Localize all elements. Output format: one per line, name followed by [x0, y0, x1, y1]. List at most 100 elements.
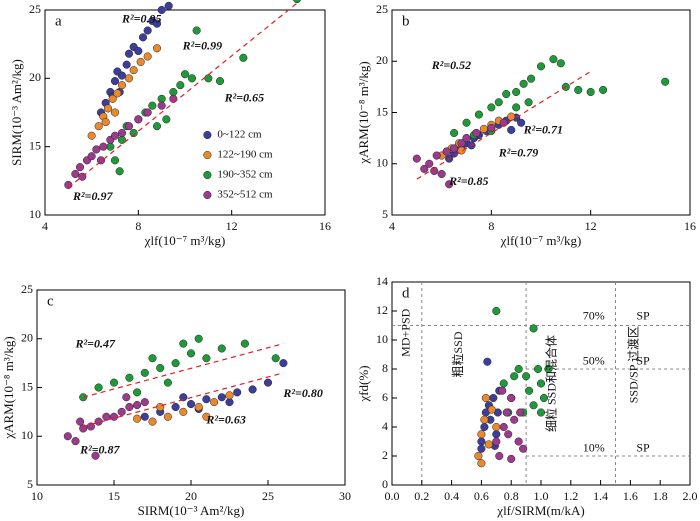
annotation: SP	[636, 309, 650, 323]
point	[445, 180, 454, 189]
point	[539, 393, 549, 403]
point	[477, 444, 486, 453]
point	[519, 79, 528, 88]
y-tick-label: 25	[21, 282, 33, 296]
point	[240, 339, 249, 348]
region-label: SSD/SP 过渡区	[626, 326, 641, 403]
point	[187, 74, 197, 83]
point	[163, 412, 172, 421]
x-tick-label: 1.8	[653, 489, 668, 503]
point	[86, 422, 95, 431]
panel-label: d	[402, 285, 410, 301]
x-tick-label: 16	[684, 219, 696, 233]
point	[76, 417, 85, 426]
point	[94, 122, 103, 131]
point	[477, 430, 486, 439]
point	[437, 169, 446, 179]
point	[525, 386, 534, 395]
point	[225, 398, 234, 407]
point	[125, 402, 134, 412]
point	[484, 440, 493, 449]
x-tick-label: 0.8	[504, 489, 519, 503]
point	[99, 142, 108, 151]
point	[519, 444, 528, 453]
x-tick-label: 4	[42, 219, 48, 233]
point	[157, 101, 166, 110]
point	[129, 66, 138, 75]
point	[536, 379, 546, 388]
point	[138, 33, 148, 42]
annotation: SP	[636, 354, 650, 368]
y-tick-label: 4	[382, 419, 388, 433]
point	[152, 19, 162, 28]
point	[179, 393, 188, 402]
point	[507, 454, 516, 463]
point	[536, 408, 546, 417]
point	[510, 415, 519, 424]
x-tick-label: 16	[319, 219, 331, 233]
annotation: R²=0.63	[205, 412, 245, 426]
x-tick-label: 20	[185, 489, 197, 503]
point	[586, 87, 595, 97]
point	[124, 122, 134, 131]
point	[474, 110, 483, 119]
point	[514, 437, 523, 446]
point	[524, 98, 533, 107]
x-tick-label: 1.2	[563, 489, 578, 503]
annotation: R²=0.99	[182, 39, 222, 53]
x-tick-label: 1.4	[593, 489, 608, 503]
point	[487, 103, 496, 112]
legend-label: 122~190 cm	[217, 149, 273, 161]
point	[176, 81, 185, 90]
plot-frame	[391, 9, 691, 216]
point	[152, 122, 162, 131]
point	[504, 430, 513, 439]
point	[514, 364, 523, 374]
point	[143, 26, 152, 35]
point	[239, 53, 248, 62]
point	[225, 391, 234, 400]
point	[180, 70, 190, 79]
point	[533, 364, 543, 374]
point	[140, 368, 149, 377]
y-tick-label: 8	[382, 361, 388, 375]
point	[162, 115, 171, 124]
point	[106, 142, 115, 151]
point	[148, 417, 157, 426]
point	[457, 139, 466, 148]
panel-label: b	[402, 13, 410, 29]
y-tick-label: 20	[29, 70, 41, 84]
point	[140, 412, 149, 421]
point	[494, 98, 503, 107]
point	[152, 44, 162, 53]
point	[157, 94, 166, 103]
panel-label: a	[55, 13, 62, 29]
point	[157, 5, 166, 15]
point	[136, 57, 145, 66]
region-label: 粗粒SSD	[450, 331, 465, 377]
point	[103, 104, 113, 113]
point	[71, 169, 80, 179]
point	[163, 378, 172, 387]
point	[179, 407, 188, 416]
point	[499, 422, 508, 432]
x-tick-label: 4	[389, 219, 395, 233]
point	[113, 89, 122, 98]
point	[171, 359, 180, 368]
panel: 4 8 12 16 5 10 15 20 25 χlf(10⁻⁷ m³/kg) χARM(10⁻⁸ …	[356, 2, 696, 248]
annotation: R²=0.85	[448, 174, 488, 188]
x-axis-title: χlf(10⁻⁷ m³/kg)	[144, 233, 226, 248]
point	[516, 408, 525, 417]
annotation: R²=0.71	[523, 123, 563, 137]
y-axis-title: χARM(10⁻⁸ m³/kg)	[1, 336, 16, 439]
point	[63, 432, 72, 441]
point	[271, 354, 280, 363]
y-tick-label: 15	[376, 104, 388, 118]
y-tick-label: 20	[21, 331, 33, 345]
point	[110, 108, 120, 117]
y-tick-label: 15	[29, 138, 41, 152]
point	[110, 156, 120, 165]
point	[492, 430, 501, 439]
point	[442, 147, 451, 156]
